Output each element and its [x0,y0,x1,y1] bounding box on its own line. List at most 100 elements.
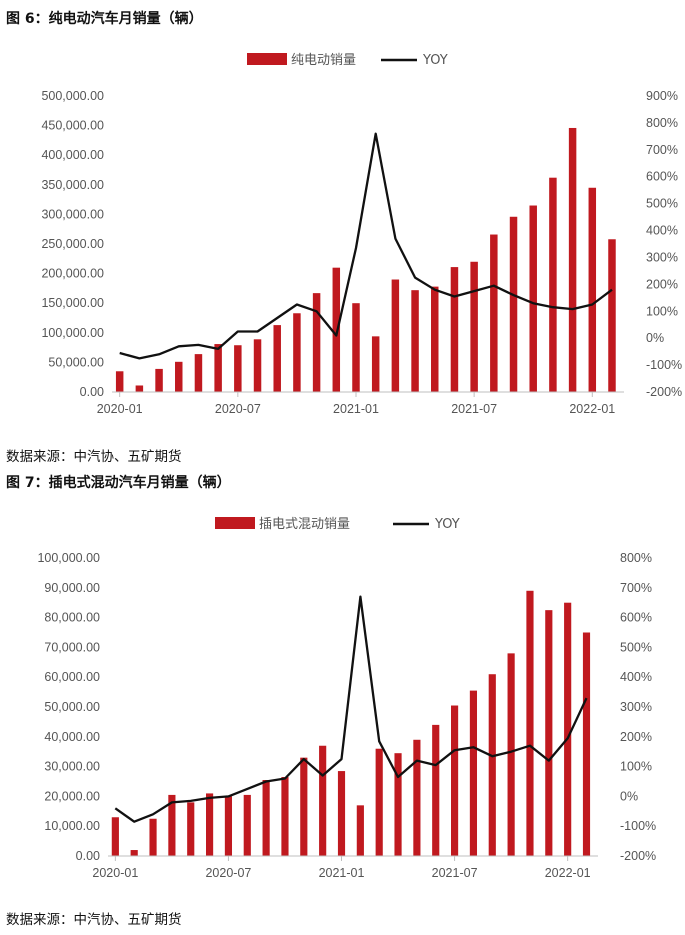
bar [549,177,557,392]
y-right-tick-label: 100% [620,760,652,774]
y-left-tick-label: 200,000.00 [41,267,104,281]
bar [214,344,222,392]
bar [149,818,157,856]
y-left-tick-label: 300,000.00 [41,207,104,221]
y-right-tick-label: 800% [620,551,652,565]
bar [293,313,301,392]
y-right-tick-label: 400% [620,670,652,684]
y-right-tick-label: 0% [620,789,638,803]
y-right-tick-label: 900% [646,89,678,103]
bar [526,590,534,856]
y-right-tick-label: 100% [646,304,678,318]
bar [394,753,402,856]
bar [432,724,440,856]
y-left-tick-label: 50,000.00 [44,700,100,714]
x-tick-label: 2022-01 [545,866,591,880]
bar [411,290,419,392]
y-right-tick-label: -200% [646,385,682,399]
x-tick-label: 2021-07 [432,866,478,880]
x-tick-label: 2021-07 [451,402,497,416]
bar [529,205,537,392]
legend-label-bars: 插电式混动销量 [259,517,350,532]
bar [155,368,163,392]
y-right-tick-label: 600% [620,611,652,625]
y-right-tick-label: 600% [646,170,678,184]
y-left-tick-label: 0.00 [80,385,104,399]
bar [352,303,360,392]
bar [243,794,251,856]
legend-label-yoy: YOY [434,517,460,532]
bar [356,805,364,856]
bar [300,757,308,856]
bar [281,777,289,856]
bar [175,361,183,392]
y-left-tick-label: 500,000.00 [41,89,104,103]
bar [391,279,400,392]
y-right-tick-label: 800% [646,116,678,130]
legend-bar-swatch [215,517,255,529]
x-tick-label: 2020-01 [97,402,143,416]
bar [507,653,515,856]
yoy-line [119,132,613,360]
y-right-tick-label: 500% [646,197,678,211]
legend-bar-swatch [247,53,287,65]
y-left-tick-label: 30,000.00 [44,760,100,774]
x-tick-label: 2021-01 [319,866,365,880]
y-left-tick-label: 100,000.00 [37,551,100,565]
bar [319,745,327,856]
y-right-tick-label: -100% [646,358,682,372]
bar [413,739,421,856]
bar [564,602,572,856]
y-left-tick-label: 10,000.00 [44,819,100,833]
y-left-tick-label: 100,000.00 [41,326,104,340]
bar [111,817,119,856]
x-tick-label: 2020-01 [92,866,138,880]
y-right-tick-label: 200% [646,277,678,291]
figure-7-source: 数据来源：中汽协、五矿期货 [6,912,182,928]
legend-label-yoy: YOY [422,53,448,68]
bar [130,850,138,856]
x-tick-label: 2022-01 [569,402,615,416]
bar [582,632,591,856]
y-left-tick-label: 40,000.00 [44,730,100,744]
y-right-tick-label: 500% [620,640,652,654]
bar [568,127,577,392]
yoy-line [114,595,588,823]
bar [588,187,597,392]
figure-6-source: 数据来源：中汽协、五矿期货 [6,449,182,465]
bar [332,267,341,392]
y-left-tick-label: 250,000.00 [41,237,104,251]
bar [337,771,346,856]
y-right-tick-label: 300% [620,700,652,714]
bar [168,794,176,856]
bev-sales-chart: 纯电动销量 YOY 0.00 50,000.00 100,000.00 150,000.0… [41,53,682,416]
y-right-tick-label: -200% [620,849,656,863]
bar [608,239,616,392]
legend-label-bars: 纯电动销量 [291,53,356,68]
y-left-tick-label: 450,000.00 [41,119,104,133]
bar [375,748,383,856]
y-left-tick-label: 400,000.00 [41,148,104,162]
bar [194,354,203,392]
bar [469,690,478,856]
y-right-tick-label: 300% [646,250,678,264]
y-left-tick-label: 50,000.00 [48,355,104,369]
y-right-tick-label: 400% [646,224,678,238]
bar [509,216,518,392]
y-right-tick-label: -100% [620,819,656,833]
x-tick-label: 2020-07 [205,866,251,880]
y-left-tick-label: 20,000.00 [44,789,100,803]
bar [312,293,321,392]
y-right-tick-label: 700% [646,143,678,157]
y-left-tick-label: 60,000.00 [44,670,100,684]
y-right-tick-label: 700% [620,581,652,595]
bar [224,796,233,856]
y-left-tick-label: 80,000.00 [44,611,100,625]
bar [451,705,459,856]
bar [490,234,498,392]
y-left-tick-label: 350,000.00 [41,178,104,192]
bar [488,674,496,856]
bar [115,371,124,392]
phev-sales-chart: 插电式混动销量 YOY 0.00 10,000.00 20,000.00 30,000.0… [37,517,656,880]
x-tick-label: 2020-07 [215,402,261,416]
